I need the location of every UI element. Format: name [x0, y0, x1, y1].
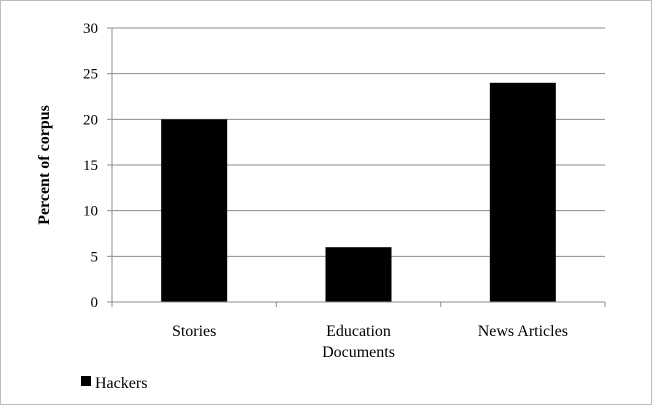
- bar-news-articles: [489, 82, 556, 302]
- x-tick-label-education-documents: Education Documents: [322, 323, 395, 361]
- tick-labels: 0 5 10 15 20 25 30 Stories Education Documents New…: [83, 21, 568, 361]
- x-tick-label-news-articles: News Articles: [478, 323, 568, 340]
- axes: [107, 27, 606, 307]
- y-tick-label-0: 0: [91, 295, 99, 311]
- legend: Hackers: [81, 375, 147, 392]
- x-tick-label-stories: Stories: [172, 323, 216, 340]
- bar-stories: [161, 119, 228, 302]
- y-tick-label-20: 20: [83, 112, 98, 128]
- legend-swatch-hackers: [81, 376, 91, 386]
- bar-education-documents: [325, 247, 392, 302]
- y-tick-label-15: 15: [83, 158, 98, 174]
- y-tick-label-25: 25: [83, 67, 98, 83]
- bars: [161, 82, 556, 302]
- y-tick-label-30: 30: [83, 21, 98, 37]
- legend-label-hackers: Hackers: [95, 375, 147, 392]
- y-tick-label-5: 5: [91, 249, 99, 265]
- y-tick-label-10: 10: [83, 204, 98, 220]
- y-axis-label: Percent of corpus: [36, 105, 53, 225]
